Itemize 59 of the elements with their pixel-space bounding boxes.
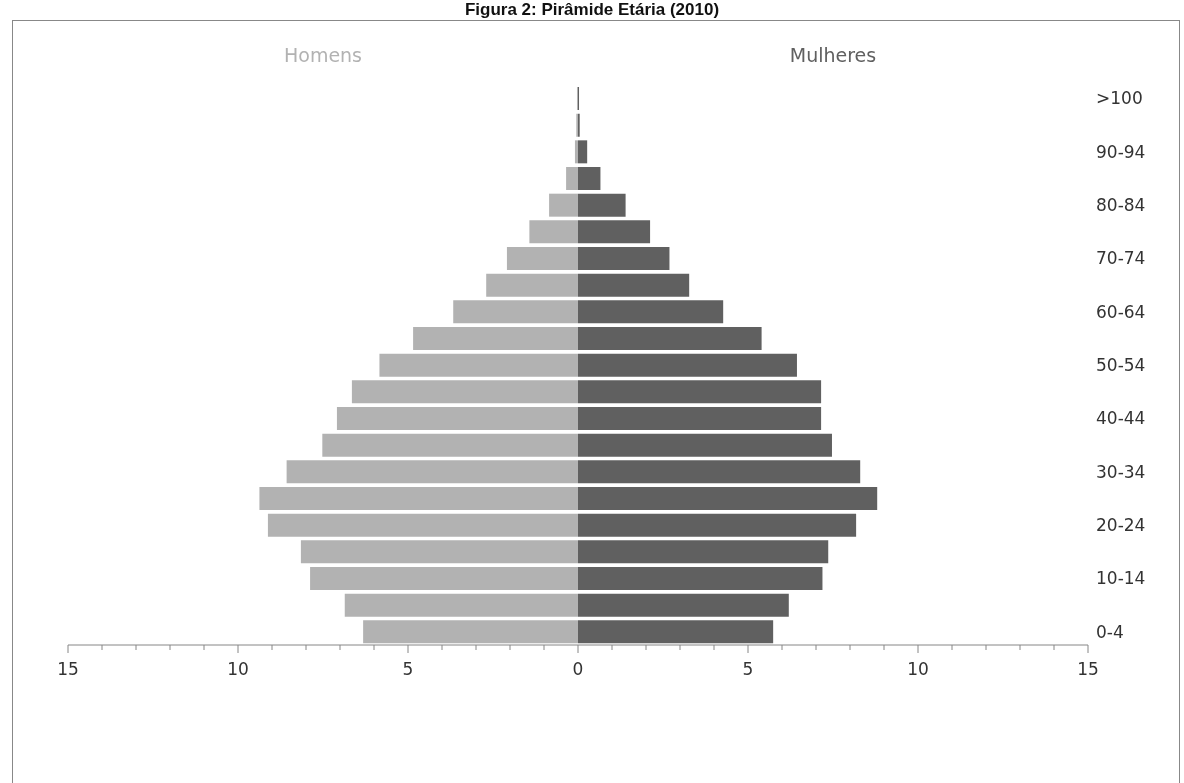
bar [453,300,578,324]
x-tick-label: 5 [742,659,754,679]
bar [578,513,857,537]
x-tick-label: 5 [402,659,414,679]
bar [578,460,861,484]
y-tick-label: 40-44 [1096,408,1146,429]
bar [578,380,822,404]
bar [286,460,578,484]
bar [578,567,823,590]
bar [578,433,832,457]
bar [300,540,578,564]
x-tick-label: 15 [1077,659,1099,679]
bar [578,540,829,564]
y-tick-label: 70-74 [1096,248,1146,269]
bar [578,593,789,617]
text: Mulheres [788,44,878,66]
bar [363,620,578,644]
bar [486,273,578,297]
bar [578,167,601,190]
text: Homens [282,44,364,66]
bar [336,407,578,430]
bar [578,300,724,324]
bar [578,327,762,350]
x-tick-label: 15 [57,659,79,679]
x-tick-label: 10 [907,659,929,679]
y-tick-label: 20-24 [1096,515,1146,536]
bar [566,167,578,190]
bar [578,220,651,244]
bar [578,140,588,164]
chart-title: Figura 2: Pirâmide Etária (2010) [463,0,721,20]
x-tick-label: 0 [572,659,584,679]
bar [310,567,578,590]
bar [344,593,578,617]
y-tick-label: 10-14 [1096,568,1146,589]
y-tick-label: 90-94 [1096,141,1146,162]
bar [379,353,578,377]
bar [322,433,578,457]
bar [506,247,578,270]
bar [578,247,670,270]
y-tick-label: 30-34 [1096,461,1146,482]
bar [529,220,578,244]
bar [578,273,690,297]
y-tick-label: 0-4 [1096,621,1124,642]
y-tick-label: >100 [1096,88,1143,109]
y-tick-label: 80-84 [1096,195,1146,216]
bar [413,327,578,350]
bar [574,140,578,164]
bar [578,353,797,377]
y-tick-label: 50-54 [1096,355,1146,376]
y-tick-label: 60-64 [1096,301,1146,322]
bar [549,193,578,217]
bar [578,620,774,644]
x-tick-label: 10 [227,659,249,679]
bar [351,380,578,404]
bar [259,487,578,510]
bar [578,487,878,510]
bar [267,513,578,537]
bar [578,407,822,430]
bar [578,193,626,217]
